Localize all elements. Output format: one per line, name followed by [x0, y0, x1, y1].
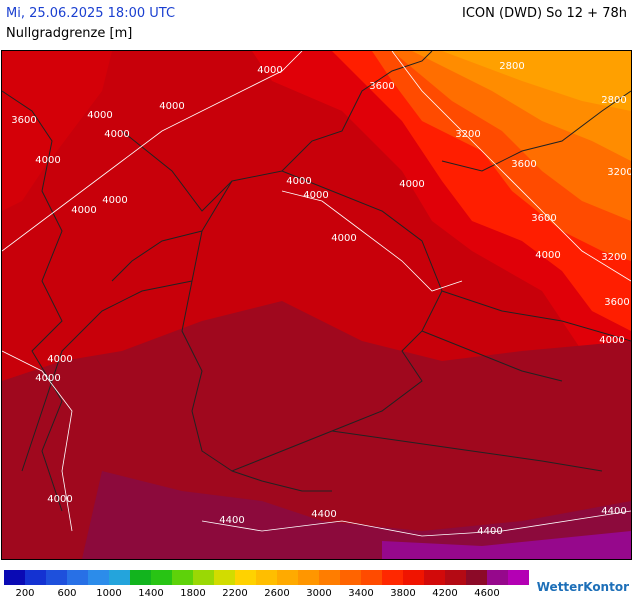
legend-tick-label: 200 — [15, 588, 35, 599]
contour-label: 4000 — [47, 354, 72, 365]
france-border — [21, 280, 193, 472]
legend-swatch — [25, 570, 46, 585]
contour-label: 4000 — [35, 373, 60, 384]
legend-swatch — [88, 570, 109, 585]
germany-border — [181, 170, 443, 472]
contour-label: 3200 — [601, 252, 626, 263]
contour-label: 3600 — [511, 159, 536, 170]
contour-label: 4000 — [331, 233, 356, 244]
austria-border — [331, 430, 603, 472]
contour-label: 2800 — [499, 61, 524, 72]
legend-swatch — [340, 570, 361, 585]
contour-label: 4000 — [257, 65, 282, 76]
uk-coast — [2, 90, 63, 512]
legend-swatch — [277, 570, 298, 585]
borders — [2, 51, 631, 512]
contour-label: 3200 — [455, 129, 480, 140]
wetterkontor-logo: WetterKontor — [536, 580, 629, 594]
contour-label: 3200 — [607, 167, 631, 178]
freezing-level-map: 4000 2800 3600 2800 4000 3600 4000 4000 3200 4000… — [1, 50, 632, 560]
contour-label: 4000 — [286, 176, 311, 187]
model-run-label: ICON (DWD) So 12 + 78h — [462, 6, 627, 21]
legend-tick-label: 4600 — [474, 588, 500, 599]
contour-label: 4400 — [477, 526, 502, 537]
legend-tick-label: 3800 — [390, 588, 416, 599]
contour-label: 3600 — [369, 81, 394, 92]
legend-tick-label: 2600 — [264, 588, 290, 599]
benelux-border — [111, 230, 203, 282]
legend-tick-label: 1000 — [96, 588, 122, 599]
legend-swatch — [424, 570, 445, 585]
legend-swatch — [235, 570, 256, 585]
contour-label: 3600 — [604, 297, 629, 308]
contour-label: 4000 — [535, 250, 560, 261]
legend-swatch — [382, 570, 403, 585]
legend-swatch — [403, 570, 424, 585]
legend-tick-label: 2200 — [222, 588, 248, 599]
northsea-coast — [121, 130, 233, 212]
contour-label: 4000 — [104, 129, 129, 140]
legend-swatch — [193, 570, 214, 585]
contour-label: 2800 — [601, 95, 626, 106]
legend-swatch — [445, 570, 466, 585]
legend-tick-label: 3400 — [348, 588, 374, 599]
legend-tick-label: 3000 — [306, 588, 332, 599]
legend-swatch — [67, 570, 88, 585]
legend-tick-label: 1800 — [180, 588, 206, 599]
legend-swatch — [214, 570, 235, 585]
contour-label: 4000 — [599, 335, 624, 346]
legend-swatch — [109, 570, 130, 585]
forecast-datetime: Mi, 25.06.2025 18:00 UTC — [6, 6, 176, 21]
contour-label: 4000 — [87, 110, 112, 121]
poland-border — [441, 290, 631, 342]
contour-label: 4000 — [303, 190, 328, 201]
legend-swatch — [298, 570, 319, 585]
swiss-border — [231, 470, 332, 492]
contour-label: 4000 — [35, 155, 60, 166]
legend-tick-label: 600 — [57, 588, 77, 599]
legend-swatch — [46, 570, 67, 585]
legend-swatch — [151, 570, 172, 585]
czech-border — [421, 330, 563, 382]
legend-swatch — [508, 570, 529, 585]
field-zone-west — [2, 51, 112, 211]
contour-label: 4400 — [311, 509, 336, 520]
legend-swatch — [4, 570, 25, 585]
legend-tick-label: 4200 — [432, 588, 458, 599]
contour-lines — [2, 51, 631, 537]
field-zone-4600 — [382, 531, 631, 559]
contour-labels: 4000 2800 3600 2800 4000 3600 4000 4000 3200 4000… — [11, 61, 631, 537]
field-zone-4400 — [82, 471, 631, 559]
legend-swatch — [256, 570, 277, 585]
contour-label: 4000 — [159, 101, 184, 112]
contour-label: 4000 — [399, 179, 424, 190]
legend-swatch — [466, 570, 487, 585]
baltic-east-coast — [441, 90, 631, 172]
contour-label: 4400 — [219, 515, 244, 526]
baltic-coast — [281, 51, 433, 172]
contour-label: 4000 — [102, 195, 127, 206]
contour-label: 3600 — [531, 213, 556, 224]
legend-tick-label: 1400 — [138, 588, 164, 599]
legend-swatch — [130, 570, 151, 585]
legend-swatch — [487, 570, 508, 585]
contour-label: 4000 — [71, 205, 96, 216]
parameter-title: Nullgradgrenze [m] — [6, 26, 133, 41]
contour-label: 3600 — [11, 115, 36, 126]
contour-label: 4000 — [47, 494, 72, 505]
legend-swatch — [361, 570, 382, 585]
legend-swatch — [172, 570, 193, 585]
legend-swatch — [319, 570, 340, 585]
contour-label: 4400 — [601, 506, 626, 517]
field-zone-2800 — [442, 51, 631, 111]
